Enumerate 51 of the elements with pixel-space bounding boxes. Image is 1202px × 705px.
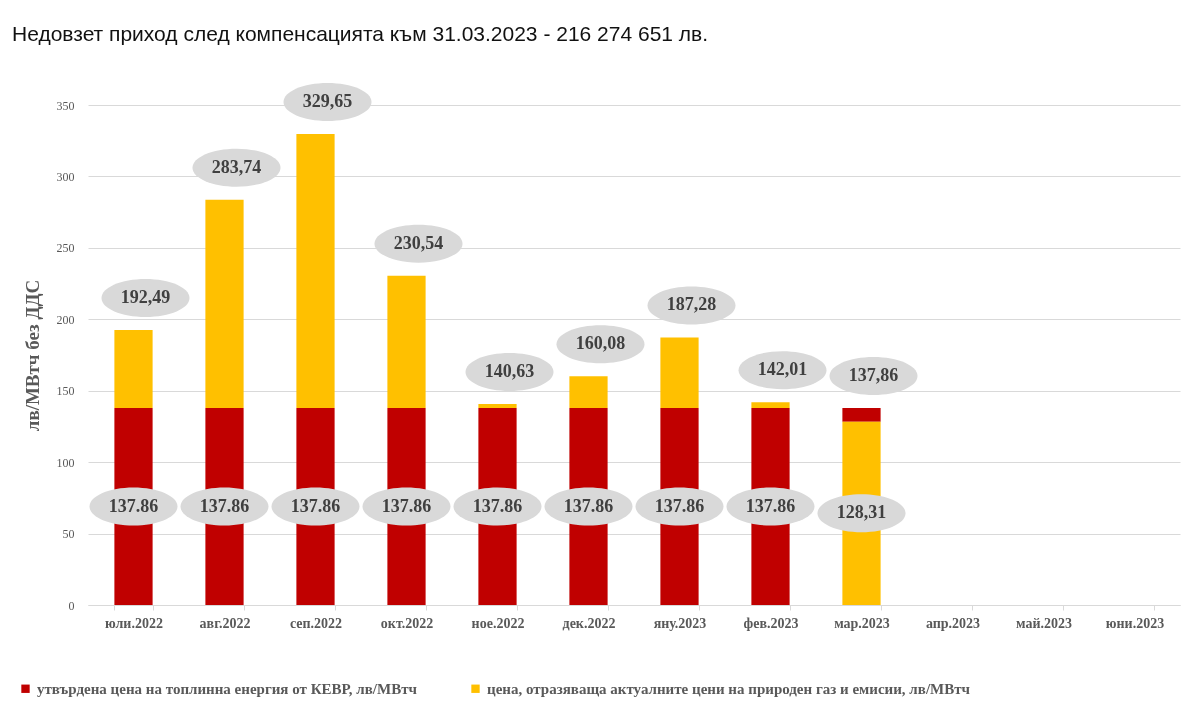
total-label: 137,86 <box>848 365 899 386</box>
legend-label: утвърдена цена на топлинна енергия от КЕВР, лв/МВтч <box>37 680 418 697</box>
y-tick-label: 100 <box>56 455 75 470</box>
x-tick-label: яну.2023 <box>653 615 707 631</box>
y-tick-label: 250 <box>56 241 75 256</box>
bar <box>569 376 608 409</box>
data-label: 137.86 <box>563 495 614 516</box>
x-tick-label: окт.2022 <box>380 615 434 631</box>
y-tick-label: 200 <box>56 312 75 327</box>
data-label: 137.86 <box>381 495 432 516</box>
bar <box>842 408 881 422</box>
bar <box>660 337 699 409</box>
x-tick-label: юни.2023 <box>1105 615 1165 631</box>
x-tick-label: сеп.2022 <box>289 615 343 631</box>
data-label: 137.86 <box>472 495 523 516</box>
total-label: 142,01 <box>757 359 808 380</box>
bar <box>114 330 153 409</box>
bar <box>751 402 790 409</box>
x-tick-label: май.2023 <box>1015 615 1073 631</box>
total-label: 230,54 <box>393 232 444 253</box>
x-tick-label: фев.2023 <box>743 615 799 631</box>
y-tick-label: 150 <box>56 384 75 399</box>
bar <box>296 134 335 409</box>
total-label: 187,28 <box>666 294 717 315</box>
legend-label: цена, отразяваща актуалните цени на природен газ и емисии, лв/МВтч <box>487 680 971 697</box>
bar <box>478 404 517 409</box>
total-label: 283,74 <box>211 156 262 177</box>
y-tick-label: 50 <box>62 527 75 542</box>
bar <box>205 199 244 409</box>
x-tick-label: дек.2022 <box>562 615 616 631</box>
chart-title: Недовзет приход след компенсацията към 31.03.2023 - 216 274 651 лв. <box>12 22 709 46</box>
y-tick-label: 350 <box>56 98 75 113</box>
data-label: 137.86 <box>290 495 341 516</box>
total-label: 140,63 <box>484 361 535 382</box>
y-tick-label: 300 <box>56 169 75 184</box>
x-tick-label: апр.2023 <box>925 615 981 631</box>
y-axis-title: лв/МВтч без ДДС <box>21 279 43 432</box>
data-label: 137.86 <box>108 495 159 516</box>
x-tick-label: юли.2022 <box>105 615 163 631</box>
data-label: 137.86 <box>199 495 250 516</box>
total-label: 160,08 <box>575 333 626 354</box>
total-label: 192,49 <box>120 287 171 308</box>
data-label: 137.86 <box>654 495 705 516</box>
x-tick-label: ное.2022 <box>471 615 525 631</box>
bar <box>387 275 426 409</box>
y-tick-label: 0 <box>68 598 75 613</box>
x-tick-label: мар.2023 <box>834 615 890 631</box>
data-label: 137.86 <box>745 495 796 516</box>
total-label: 329,65 <box>302 91 353 112</box>
data-label: 128,31 <box>836 502 887 523</box>
x-tick-label: авг.2022 <box>199 615 251 631</box>
